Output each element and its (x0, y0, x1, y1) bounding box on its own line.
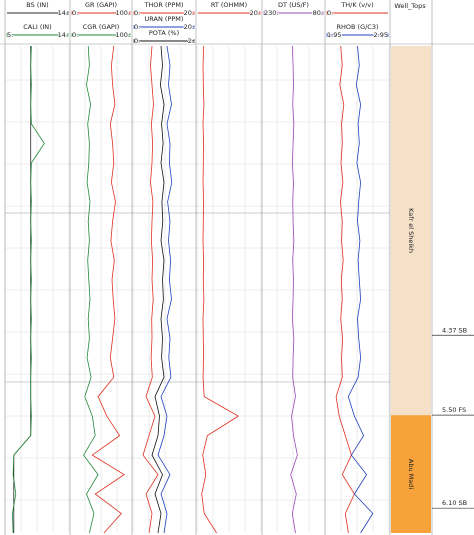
zone (391, 415, 431, 533)
x-tick-label: 0. (134, 9, 140, 17)
x-tick-label: 100. (116, 9, 130, 17)
x-tick-label: 14. (58, 31, 68, 39)
curve-name: RHOB (G/C3) (336, 23, 378, 31)
curve-name: RT (OHMM) (211, 1, 247, 9)
grid (4, 46, 390, 533)
log-curve (201, 45, 240, 534)
curve-name: GR (GAPI) (85, 1, 117, 9)
curve-name: URAN (PPM) (145, 15, 184, 23)
well-tops-title: Well_Tops (394, 2, 426, 10)
curve-name: POTA (%) (149, 29, 179, 37)
x-tick-label: 1.95 (327, 31, 341, 39)
x-tick-label: 20. (184, 9, 194, 17)
marker-label: 4.37 SB (442, 326, 467, 334)
log-curve (142, 45, 159, 534)
x-tick-label: 100. (116, 31, 130, 39)
curve-name: THOR (PPM) (143, 1, 183, 9)
curve-name: CGR (GAPI) (83, 23, 120, 31)
curve-name: BS (IN) (26, 1, 48, 9)
log-curve (83, 45, 99, 534)
log-curve (347, 45, 374, 534)
x-tick-label: 230. (264, 9, 278, 17)
x-tick-label: 20. (250, 9, 260, 17)
marker-label: 6.10 SB (442, 499, 467, 507)
x-tick-label: 0. (327, 9, 333, 17)
x-tick-label: 0. (134, 23, 140, 31)
x-tick-label: 0. (72, 31, 78, 39)
log-curve (11, 45, 45, 534)
zone (391, 46, 431, 416)
log-curve (335, 45, 355, 534)
x-tick-label: 14. (58, 9, 68, 17)
marker-label: 5.50 FS (442, 406, 466, 414)
x-tick-label: 0. (72, 9, 78, 17)
x-tick-label: 2.95 (374, 31, 388, 39)
x-tick-label: 2. (188, 37, 194, 45)
x-tick-label: 5. (7, 31, 13, 39)
curve-name: CALI (IN) (23, 23, 51, 31)
x-tick-label: 20. (184, 23, 194, 31)
curve-name: TH/K (v/v) (340, 1, 373, 9)
zone-label: Kafr el Sheikh (407, 208, 415, 253)
x-tick-label: 80. (313, 9, 323, 17)
curve-name: DT (US/F) (278, 1, 309, 9)
log-curve (91, 45, 125, 534)
x-tick-label: 0. (134, 37, 140, 45)
log-curve (151, 45, 165, 534)
log-curve (157, 45, 173, 534)
log-curve (290, 45, 298, 534)
zone-label: Abu Madi (407, 459, 415, 489)
